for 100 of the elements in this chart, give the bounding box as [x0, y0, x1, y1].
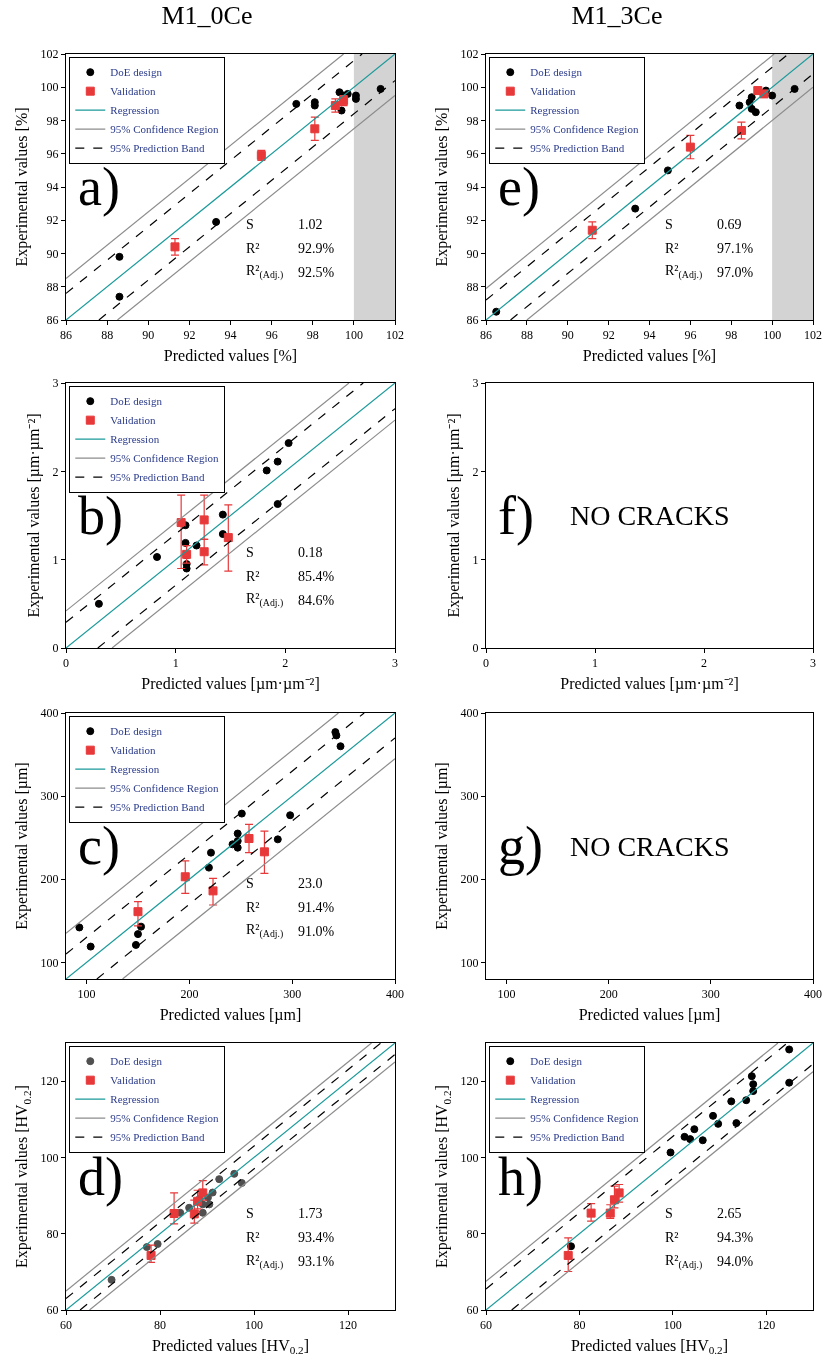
annotation: d) [78, 1147, 123, 1207]
y-tick-label: 60 [466, 1303, 479, 1318]
annotation: 1.73 [298, 1206, 323, 1221]
annotation: 2.65 [717, 1206, 742, 1221]
x-tick-label: 80 [573, 1318, 586, 1333]
legend-label: 95% Prediction Band [110, 471, 205, 484]
y-tick-label: 98 [466, 113, 479, 128]
annotation: NO CRACKS [570, 500, 730, 531]
x-tick-label: 2 [701, 656, 707, 671]
y-tick-label: 86 [46, 313, 59, 328]
legend-label: DoE design [110, 725, 163, 738]
annotation: S [665, 217, 673, 232]
x-tick-label: 200 [180, 987, 199, 1002]
y-tick-label: 92 [466, 213, 479, 228]
annotation: NO CRACKS [570, 831, 730, 862]
legend-label: DoE design [530, 1055, 583, 1068]
x-tick-label: 94 [643, 328, 656, 343]
y-tick-label: 300 [460, 789, 479, 804]
y-tick-label: 2 [52, 464, 59, 479]
y-tick-label: 90 [466, 246, 479, 261]
legend-label: 95% Confidence Region [110, 452, 219, 465]
legend-label: 95% Prediction Band [530, 142, 625, 155]
x-tick-label: 88 [520, 328, 533, 343]
x-axis-title: Predicted values [µm] [578, 1006, 721, 1025]
x-tick-label: 80 [154, 1318, 166, 1333]
x-tick-label: 120 [339, 1318, 357, 1333]
x-tick-label: 102 [804, 328, 822, 343]
annotation: 92.5% [298, 265, 335, 280]
x-tick-label: 90 [561, 328, 574, 343]
y-tick-label: 0 [472, 641, 479, 656]
x-tick-label: 100 [497, 987, 516, 1002]
y-tick-label: 100 [40, 80, 59, 95]
y-axis-title: Experimental values [µm] [13, 762, 32, 930]
y-tick-label: 86 [466, 313, 479, 328]
legend-label: 95% Confidence Region [110, 123, 219, 136]
x-tick-label: 92 [602, 328, 615, 343]
annotation: 91.0% [298, 924, 335, 939]
legend-label: Regression [110, 104, 160, 117]
y-tick-label: 1 [52, 552, 59, 567]
annotation: a) [78, 157, 120, 217]
legend-label: DoE design [110, 1055, 163, 1068]
legend-label: Validation [110, 1074, 156, 1087]
y-tick-label: 3 [52, 376, 59, 391]
x-tick-label: 1 [592, 656, 598, 671]
y-tick-label: 400 [40, 706, 59, 721]
annotation: R² [665, 1230, 679, 1245]
legend-label: Validation [530, 85, 576, 98]
annotation: 91.4% [298, 900, 335, 915]
annotation: R²$_{(Adj.)}$ [246, 263, 284, 281]
annotation: 94.0% [717, 1254, 754, 1269]
annotation: R² [246, 1230, 260, 1245]
y-tick-label: 90 [46, 246, 59, 261]
x-tick-label: 120 [757, 1318, 776, 1333]
x-tick-label: 200 [599, 987, 618, 1002]
x-tick-label: 300 [283, 987, 302, 1002]
x-tick-label: 0 [63, 656, 69, 671]
annotation: S [665, 1206, 673, 1221]
x-tick-label: 90 [142, 328, 155, 343]
x-tick-label: 100 [663, 1318, 682, 1333]
legend-label: Validation [110, 414, 156, 427]
annotation: h) [498, 1147, 543, 1207]
legend-label: 95% Confidence Region [530, 1112, 639, 1125]
chart-title: M1_3Ce [571, 0, 663, 30]
x-tick-label: 100 [344, 328, 363, 343]
annotation: R²$_{(Adj.)}$ [665, 1253, 703, 1271]
annotation: S [246, 1206, 254, 1221]
x-tick-label: 92 [183, 328, 196, 343]
y-axis-title: Experimental values [µm·µm⁻²] [25, 413, 44, 618]
annotation: R²$_{(Adj.)}$ [665, 263, 703, 281]
legend-label: Regression [530, 1093, 580, 1106]
x-tick-label: 100 [245, 1318, 263, 1333]
y-tick-label: 80 [466, 1226, 479, 1241]
annotation: c) [78, 816, 120, 876]
x-tick-label: 2 [282, 656, 289, 671]
y-tick-label: 98 [46, 113, 59, 128]
legend-label: Validation [530, 1074, 576, 1087]
legend-label: Regression [110, 1093, 160, 1106]
y-tick-label: 200 [460, 872, 479, 887]
annotation: 93.4% [298, 1230, 335, 1245]
y-tick-label: 1 [472, 552, 479, 567]
y-axis-title: Experimental values [µm·µm⁻²] [445, 413, 464, 618]
annotation: 84.6% [298, 593, 335, 608]
x-tick-label: 1 [172, 656, 179, 671]
annotation: S [246, 217, 254, 232]
x-axis-title: Predicted values [µm·µm⁻²] [141, 675, 320, 694]
annotation: f) [498, 486, 534, 546]
y-tick-label: 102 [40, 47, 59, 62]
legend-label: Regression [110, 433, 160, 446]
y-tick-label: 200 [40, 872, 59, 887]
y-tick-label: 94 [466, 180, 479, 195]
annotation: 1.02 [298, 217, 323, 232]
x-axis-title: Predicted values [%] [163, 347, 298, 365]
annotation: 97.0% [717, 265, 754, 280]
legend-label: DoE design [530, 66, 583, 79]
annotation: e) [498, 157, 540, 217]
x-tick-label: 102 [386, 328, 404, 343]
y-tick-label: 94 [46, 180, 59, 195]
annotation: b) [78, 486, 123, 546]
annotation: 93.1% [298, 1254, 335, 1269]
y-tick-label: 88 [466, 279, 479, 294]
